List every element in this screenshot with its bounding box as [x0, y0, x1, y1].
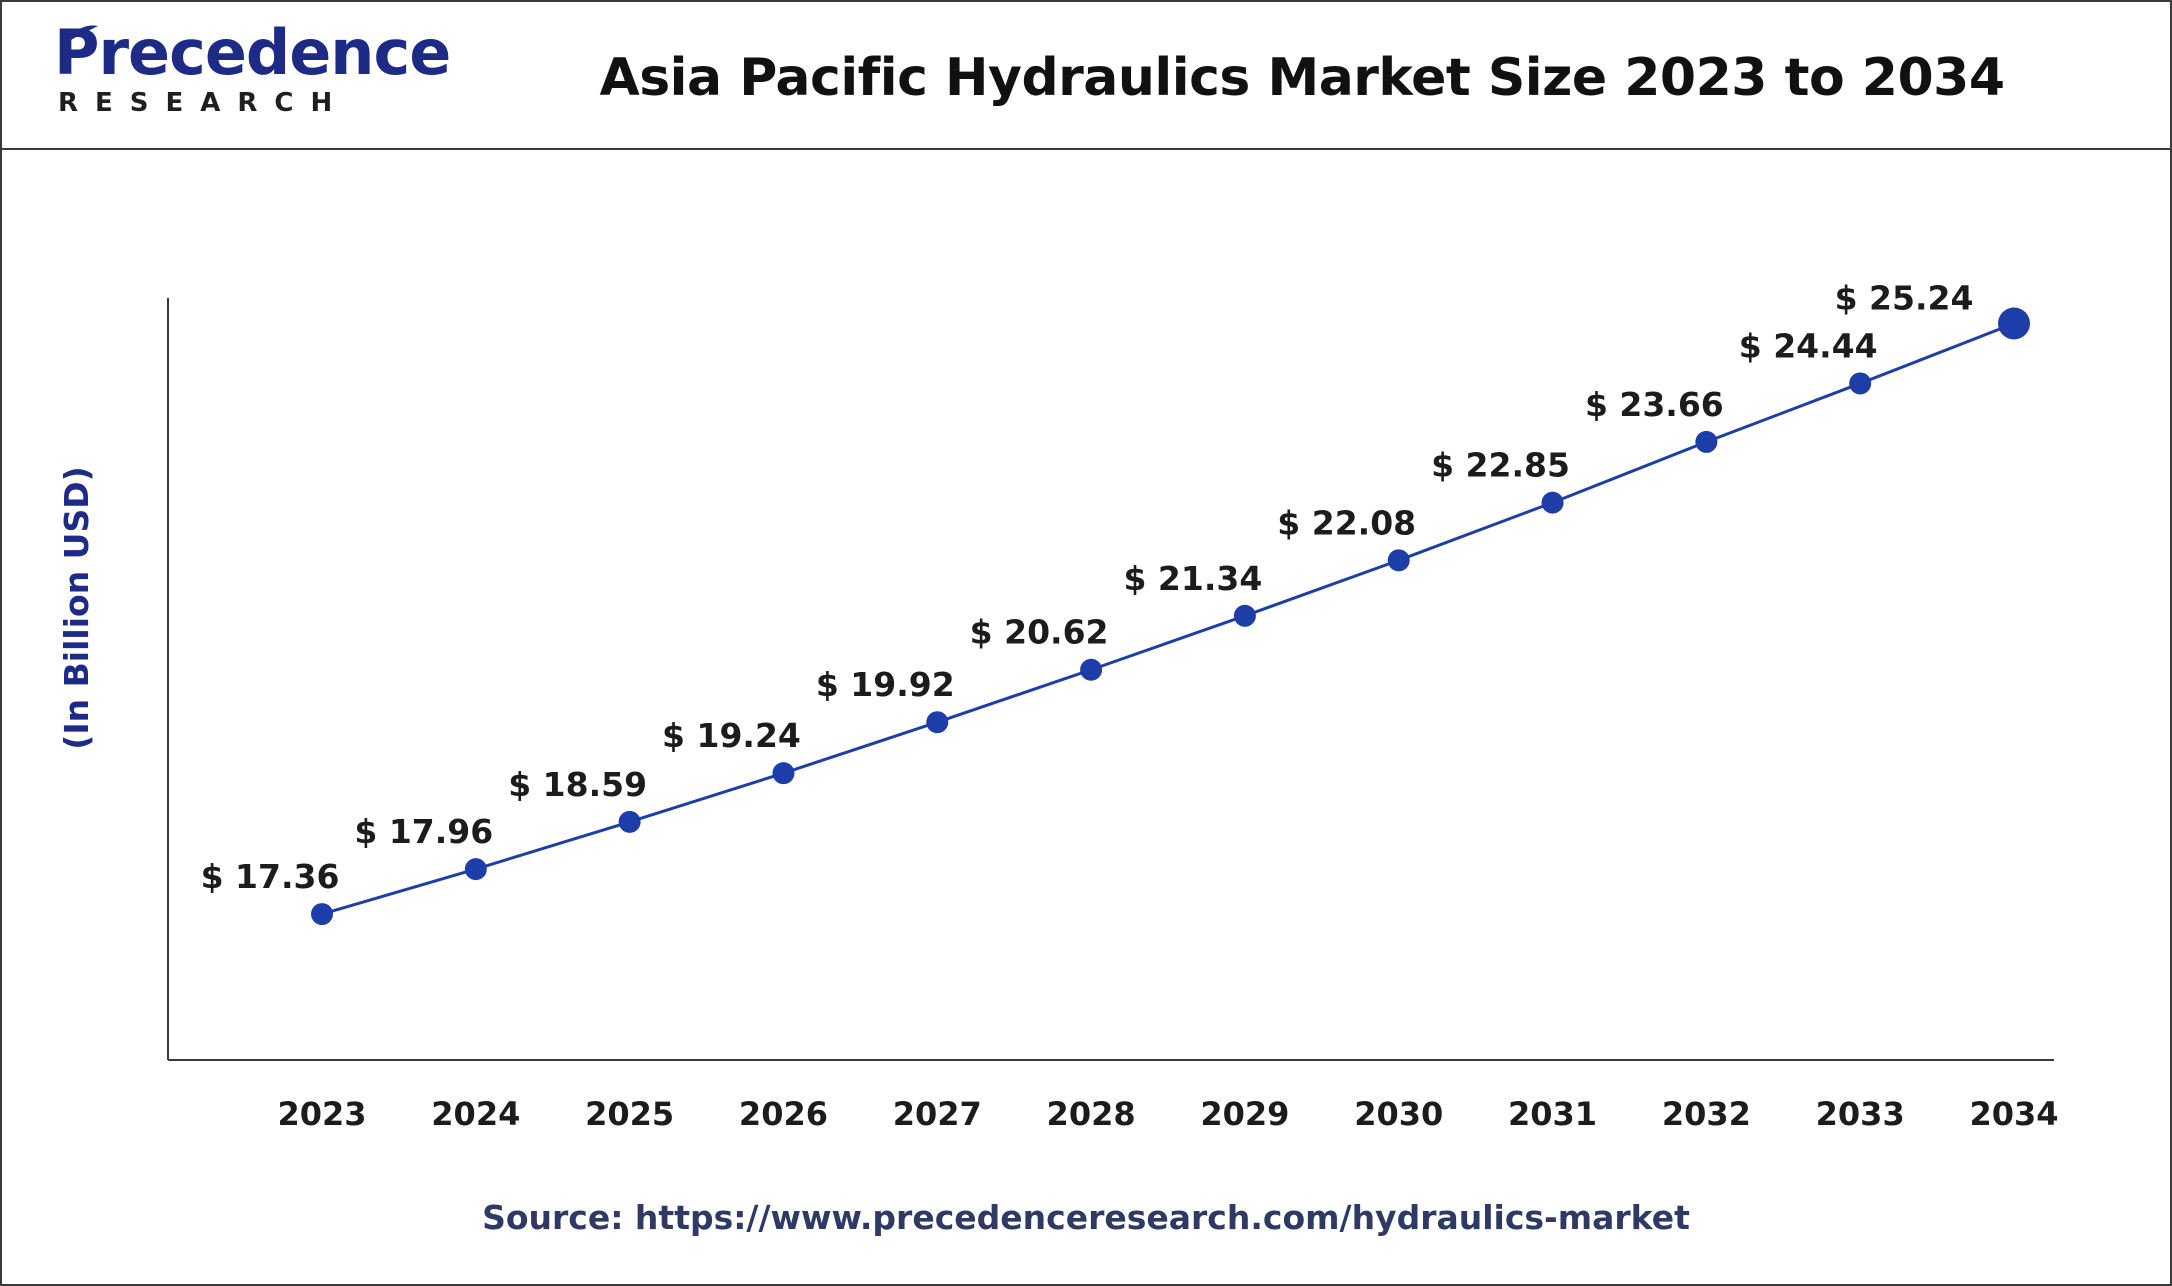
data-label: $ 24.44: [1739, 326, 1878, 365]
x-tick-label: 2033: [1816, 1095, 1905, 1133]
data-point: [1233, 604, 1256, 627]
x-tick-label: 2034: [1969, 1095, 2058, 1133]
x-tick-label: 2026: [739, 1095, 828, 1133]
data-point: [464, 858, 487, 881]
x-tick-label: 2030: [1354, 1095, 1443, 1133]
data-point: [926, 711, 949, 734]
x-tick-label: 2027: [893, 1095, 982, 1133]
data-label: $ 21.34: [1123, 559, 1262, 598]
x-tick-label: 2028: [1047, 1095, 1136, 1133]
data-label: $ 18.59: [508, 765, 647, 804]
data-point: [1849, 372, 1872, 395]
data-points: [311, 307, 2030, 926]
brand-logo-wordmark: Precedence: [54, 16, 451, 89]
x-tick-labels: 2023 2024 2025 2026 2027 2028 2029 2030 2031 2032…: [277, 1095, 2058, 1133]
data-label: $ 20.62: [970, 613, 1109, 652]
chart-axes: [167, 298, 2054, 1061]
data-label: $ 22.85: [1431, 446, 1570, 485]
data-point: [618, 810, 641, 833]
brand-leaf-icon: [68, 25, 98, 42]
data-label: $ 19.24: [662, 716, 801, 755]
data-label: $ 17.96: [354, 812, 493, 851]
x-tick-label: 2029: [1200, 1095, 1289, 1133]
x-tick-label: 2032: [1662, 1095, 1751, 1133]
data-point: [1387, 549, 1410, 572]
x-tick-label: 2024: [431, 1095, 520, 1133]
data-point: [311, 903, 333, 926]
data-point: [772, 762, 795, 785]
x-tick-label: 2025: [585, 1095, 674, 1133]
data-point: [1998, 307, 2030, 340]
y-axis-label: (In Billion USD): [57, 466, 96, 749]
header-bar: Precedence RESEARCH Asia Pacific Hydraul…: [2, 2, 2170, 150]
x-tick-label: 2031: [1508, 1095, 1597, 1133]
data-labels: $ 17.36 $ 17.96 $ 18.59 $ 19.24 $ 19.92 $ 20.…: [201, 278, 1974, 896]
data-label: $ 25.24: [1835, 278, 1974, 317]
x-tick-label: 2023: [277, 1095, 366, 1133]
data-label: $ 23.66: [1585, 385, 1724, 424]
chart-title: Asia Pacific Hydraulics Market Size 2023…: [599, 48, 2005, 108]
series-line: [321, 322, 2015, 916]
data-point: [1541, 491, 1564, 514]
data-point: [1695, 430, 1718, 453]
data-label: $ 22.08: [1277, 503, 1416, 542]
brand-logo-tagline: RESEARCH: [58, 88, 350, 118]
source-note: Source: https://www.precedenceresearch.c…: [482, 1198, 1690, 1237]
data-point: [1080, 658, 1103, 681]
data-label: $ 17.36: [201, 857, 340, 896]
data-label: $ 19.92: [816, 665, 955, 704]
